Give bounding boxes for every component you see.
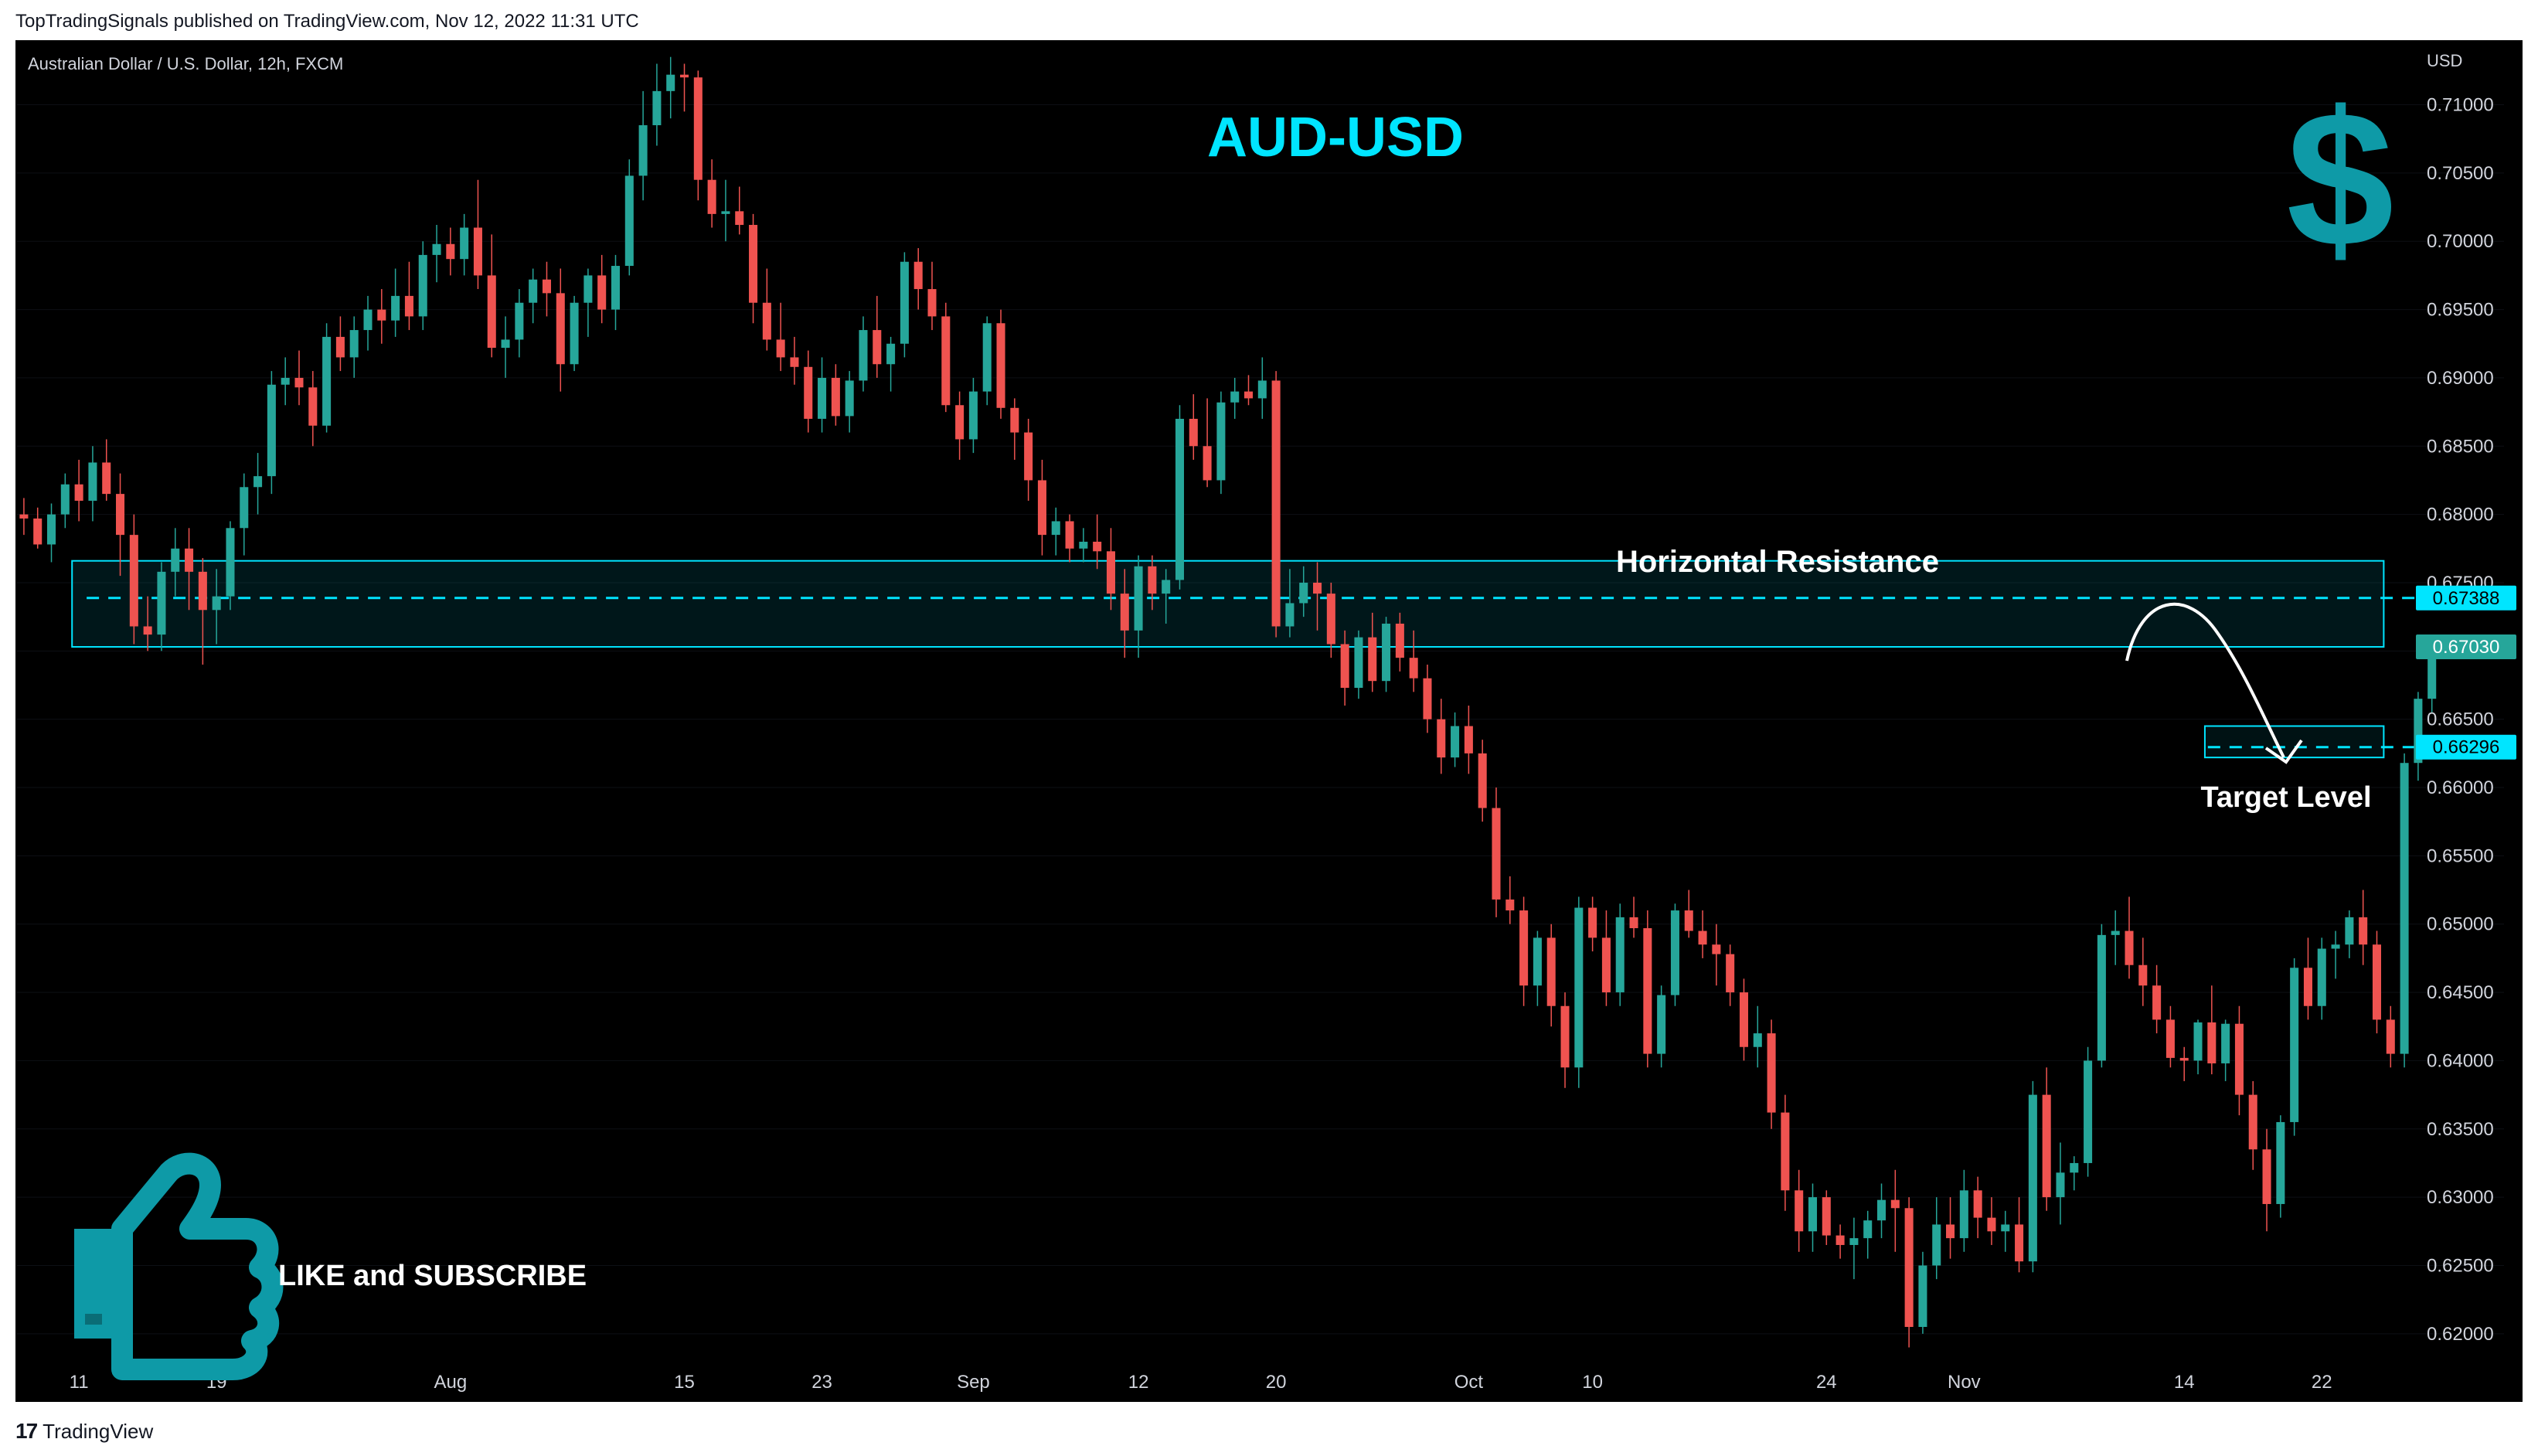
tradingview-wordmark: TradingView (43, 1419, 154, 1443)
tradingview-brand[interactable]: 17 TradingView (15, 1419, 153, 1444)
symbol-description: Australian Dollar / U.S. Dollar, 12h, FX… (28, 54, 344, 73)
published-line: TopTradingSignals published on TradingVi… (15, 11, 639, 32)
chart-panel[interactable] (15, 40, 2523, 1402)
tradingview-logo-icon: 17 (15, 1419, 38, 1443)
